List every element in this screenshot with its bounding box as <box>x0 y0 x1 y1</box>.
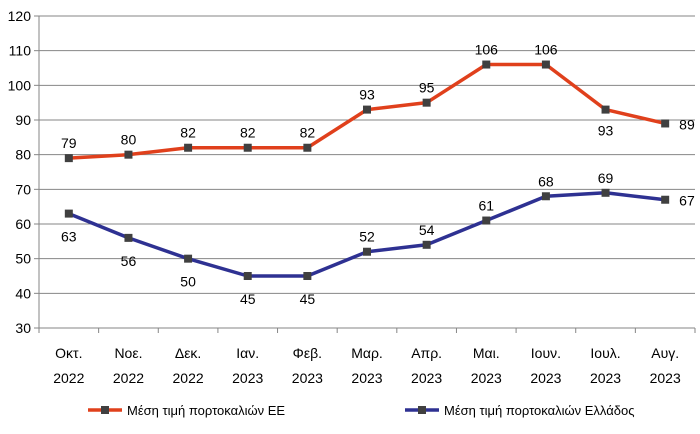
y-tick-label: 120 <box>8 8 32 24</box>
data-label-series-1: 106 <box>475 42 499 58</box>
data-label-series-2: 61 <box>478 198 494 214</box>
x-tick-label-month: Δεκ. <box>175 345 201 361</box>
x-tick-label-year: 2023 <box>292 370 323 386</box>
x-tick-label-month: Ιουλ. <box>590 345 620 361</box>
data-point-marker <box>363 247 371 256</box>
x-tick-label-year: 2022 <box>173 370 204 386</box>
y-tick-label: 70 <box>15 181 31 197</box>
data-point-marker <box>64 154 73 163</box>
y-tick-label: 80 <box>15 147 31 163</box>
data-label-series-2: 54 <box>419 222 435 238</box>
data-point-marker <box>601 188 610 197</box>
data-point-marker <box>124 150 133 159</box>
data-point-marker <box>64 209 73 218</box>
data-label-series-2: 56 <box>121 253 137 269</box>
x-tick-label-year: 2023 <box>590 370 621 386</box>
y-tick-label: 100 <box>8 77 32 93</box>
data-label-series-2: 52 <box>359 229 375 245</box>
data-point-marker <box>243 143 252 152</box>
y-tick-label: 50 <box>15 251 31 267</box>
data-label-series-1: 106 <box>534 42 558 58</box>
data-point-marker <box>184 143 193 152</box>
data-label-series-1: 82 <box>300 125 316 141</box>
axes <box>34 15 696 333</box>
x-tick-label-year: 2023 <box>471 370 502 386</box>
data-point-marker <box>303 272 312 280</box>
y-tick-label: 60 <box>15 216 31 232</box>
x-tick-label-month: Αυγ. <box>651 345 679 361</box>
x-tick-label-year: 2023 <box>232 370 263 386</box>
y-axis-ticks: 30 40 50 60 70 80 90 100 110 120 <box>8 8 32 336</box>
x-tick-label-year: 2023 <box>411 370 442 386</box>
data-point-marker <box>243 272 252 280</box>
x-tick-label-year: 2023 <box>530 370 561 386</box>
data-label-series-1: 80 <box>121 132 137 148</box>
data-label-series-2: 45 <box>240 291 256 307</box>
y-tick-label: 40 <box>15 285 31 301</box>
series-group <box>64 60 670 280</box>
x-tick-label-month: Απρ. <box>411 345 442 361</box>
data-point-marker <box>601 105 610 114</box>
data-label-series-1: 89 <box>679 116 695 132</box>
legend-label-2: Μέση τιμή πορτοκαλιών Ελλάδος <box>444 403 634 418</box>
x-tick-label-year: 2023 <box>650 370 681 386</box>
x-tick-label-month: Νοε. <box>114 345 142 361</box>
data-point-marker <box>124 233 133 242</box>
x-tick-label-month: Μαι. <box>473 345 500 361</box>
data-label-series-1: 82 <box>240 125 256 141</box>
data-point-marker <box>303 143 312 152</box>
x-tick-label-year: 2023 <box>351 370 382 386</box>
data-label-series-2: 45 <box>300 291 316 307</box>
data-point-marker <box>661 119 670 128</box>
x-tick-label-month: Μαρ. <box>351 345 383 361</box>
data-label-series-1: 95 <box>419 80 435 96</box>
legend-swatch-marker-2 <box>418 406 426 414</box>
data-labels: 79 80 82 82 82 93 95 106 106 93 89 63 56 50 45 45 52 54 61… <box>61 42 695 307</box>
gridlines <box>39 15 695 329</box>
y-tick-label: 30 <box>15 320 31 336</box>
data-label-series-2: 63 <box>61 229 77 245</box>
data-point-marker <box>661 195 670 204</box>
data-label-series-1: 93 <box>598 123 614 139</box>
data-point-marker <box>541 192 550 201</box>
data-label-series-1: 93 <box>359 87 375 103</box>
data-label-series-1: 82 <box>180 125 196 141</box>
legend-swatch-marker-1 <box>101 406 109 414</box>
x-axis-ticks: Οκτ. 2022 Νοε. 2022 Δεκ. 2022 Ιαν. 2023 Φεβ. 2023… <box>53 345 681 386</box>
data-point-marker <box>184 254 193 263</box>
data-label-series-2: 50 <box>180 274 196 290</box>
y-tick-label: 110 <box>9 43 32 59</box>
data-label-series-1: 79 <box>61 135 77 151</box>
data-point-marker <box>482 216 491 225</box>
data-point-marker <box>541 60 550 69</box>
data-point-marker <box>422 240 431 249</box>
legend-label-1: Μέση τιμή πορτοκαλιών ΕΕ <box>127 403 285 418</box>
data-point-marker <box>482 60 491 69</box>
x-tick-label-month: Ιουν. <box>531 345 561 361</box>
data-label-series-2: 68 <box>538 173 554 189</box>
y-tick-label: 90 <box>15 112 31 128</box>
x-tick-label-month: Φεβ. <box>293 345 322 361</box>
x-tick-label-month: Ιαν. <box>236 345 259 361</box>
data-point-marker <box>363 105 371 114</box>
data-label-series-2: 69 <box>598 170 614 186</box>
data-label-series-2: 67 <box>679 193 695 209</box>
data-point-marker <box>422 98 431 107</box>
x-tick-label-year: 2022 <box>53 370 84 386</box>
legend: Μέση τιμή πορτοκαλιών ΕΕ Μέση τιμή πορτοκ… <box>88 403 634 418</box>
x-tick-label-year: 2022 <box>113 370 144 386</box>
x-tick-label-month: Οκτ. <box>55 345 82 361</box>
